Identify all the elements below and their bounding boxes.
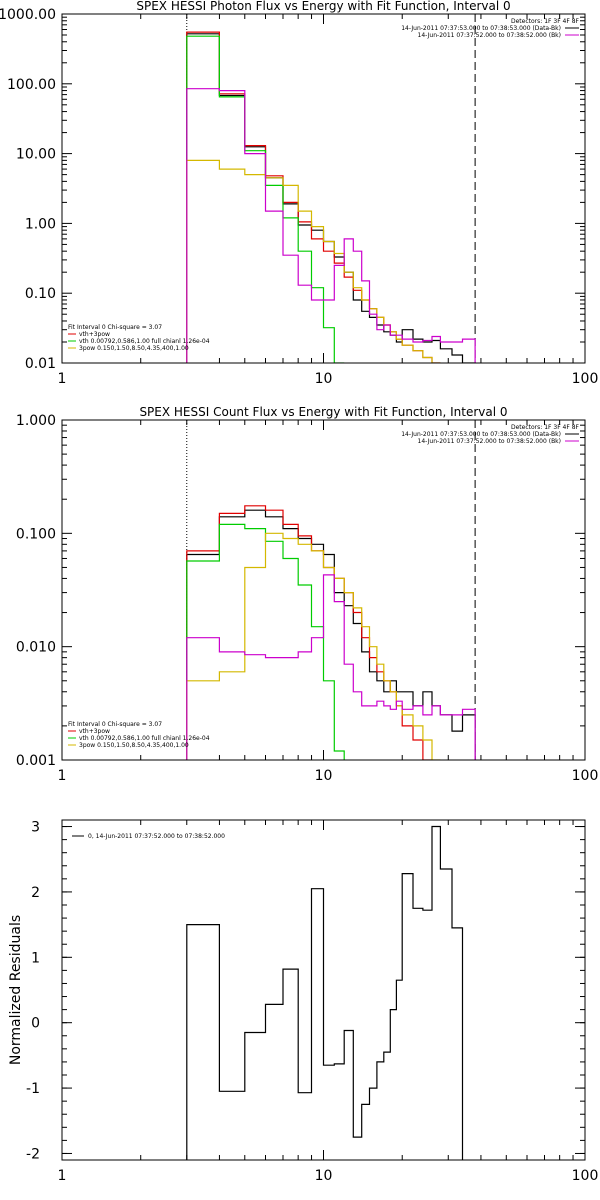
y-tick-label: 2: [31, 885, 40, 901]
x-tick-label: 10: [315, 1168, 333, 1184]
series-line-data-bk: [186, 509, 476, 760]
legend-entry-label: 14-Jun-2011 07:37:52.000 to 07:38:52.000…: [418, 32, 561, 39]
fit-legend-entry-label: vth+3pow: [79, 728, 110, 735]
x-tick-label: 100: [572, 371, 599, 387]
chart-panel-1: SPEX HESSI Count Flux vs Energy with Fit…: [16, 405, 598, 784]
plot-frame: [61, 819, 586, 1161]
x-tick-label: 10: [315, 768, 333, 784]
chart-title: SPEX HESSI Count Flux vs Energy with Fit…: [139, 405, 507, 419]
x-tick-label: 100: [572, 768, 599, 784]
y-tick-label: 1000.00: [0, 7, 56, 23]
y-tick-label: -2: [26, 1146, 40, 1162]
series-line-bk: [186, 88, 476, 363]
series-line-vth: [186, 523, 345, 760]
y-tick-label: 100.00: [7, 77, 56, 93]
plot-frame: [61, 13, 586, 364]
plot-frame: [61, 419, 586, 761]
x-tick-label: 1: [58, 768, 67, 784]
y-tick-label: 1: [31, 950, 40, 966]
chart-panel-2: 1 10 100 -2 -1 0 1 2 3 Normalized Residuals 0, 14-…: [8, 819, 599, 1184]
y-tick-label: 0.010: [16, 640, 56, 656]
fit-legend-entry-label: vth 0.00792,0.586,1.00 full chianl 1.26e…: [79, 735, 210, 742]
y-tick-label: 10.00: [16, 147, 56, 163]
x-tick-label: 1: [58, 371, 67, 387]
legend-entry-label: 14-Jun-2011 07:37:52.000 to 07:38:52.000…: [418, 438, 561, 445]
series-line-bk: [186, 574, 476, 760]
legend-entry-label: 14-Jun-2011 07:37:53.000 to 07:38:53.000…: [401, 25, 561, 32]
fit-legend-entry-label: 3pow 0.150,1.50,8.50,4.35,400,1.00: [79, 742, 189, 749]
x-tick-label: 10: [315, 371, 333, 387]
legend-header: Detectors: 1F 3F 4F 8F: [511, 18, 580, 25]
y-tick-label: 0.10: [25, 286, 56, 302]
chart-panel-0: SPEX HESSI Photon Flux vs Energy with Fi…: [0, 0, 598, 387]
series-line-vth-3pow: [186, 31, 441, 363]
y-tick-label: 0: [31, 1016, 40, 1032]
y-tick-label: 1.00: [25, 216, 56, 232]
fit-legend-header: Fit Interval 0 Chi-square = 3.07: [68, 324, 162, 331]
series-line-data-bk: [186, 33, 476, 363]
x-tick-label: 1: [58, 1168, 67, 1184]
fit-legend-entry-label: vth+3pow: [79, 331, 110, 338]
legend-header: Detectors: 1F 3F 4F 8F: [511, 424, 580, 431]
fit-legend-entry-label: vth 0.00792,0.586,1.00 full chianl 1.26e…: [79, 338, 210, 345]
x-tick-label: 100: [572, 1168, 599, 1184]
y-tick-label: 0.001: [16, 753, 56, 769]
legend-entry-label: 14-Jun-2011 07:37:53.000 to 07:38:53.000…: [401, 431, 561, 438]
chart-title: SPEX HESSI Photon Flux vs Energy with Fi…: [136, 0, 510, 13]
y-axis-label: Normalized Residuals: [8, 915, 24, 1065]
residual-legend-label: 0, 14-Jun-2011 07:37:52.000 to 07:38:52.…: [88, 833, 225, 840]
series-line-residuals: [186, 825, 464, 1160]
fit-legend-header: Fit Interval 0 Chi-square = 3.07: [68, 721, 162, 728]
y-tick-label: 1.000: [16, 413, 56, 429]
plot-area: [186, 31, 476, 363]
y-tick-label: 3: [31, 820, 40, 836]
y-tick-label: -1: [26, 1081, 40, 1097]
plot-area: [186, 505, 476, 760]
y-tick-label: 0.01: [25, 356, 56, 372]
series-line-3pow: [186, 532, 441, 760]
y-tick-label: 0.100: [16, 526, 56, 542]
plot-area: [186, 825, 464, 1160]
fit-legend-entry-label: 3pow 0.150,1.50,8.50,4.35,400,1.00: [79, 345, 189, 352]
